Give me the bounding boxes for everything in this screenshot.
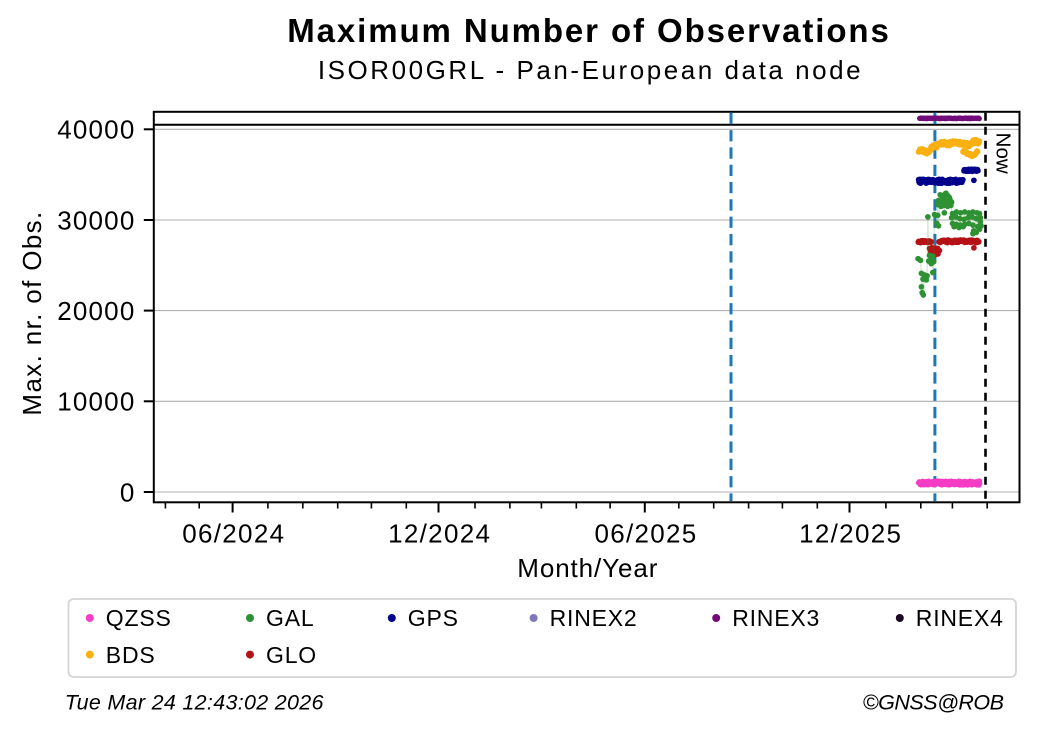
svg-text:30000: 30000 xyxy=(57,205,135,235)
svg-text:GLO: GLO xyxy=(266,642,317,668)
svg-text:Max. nr. of Obs.: Max. nr. of Obs. xyxy=(17,210,47,415)
svg-text:06/2025: 06/2025 xyxy=(594,519,697,549)
svg-text:10000: 10000 xyxy=(57,387,135,417)
svg-text:12/2024: 12/2024 xyxy=(388,519,491,549)
svg-text:RINEX2: RINEX2 xyxy=(550,605,638,631)
svg-text:RINEX3: RINEX3 xyxy=(732,605,820,631)
svg-text:Now: Now xyxy=(991,133,1014,174)
svg-text:Maximum Number of Observations: Maximum Number of Observations xyxy=(287,12,890,49)
svg-text:GPS: GPS xyxy=(408,605,459,631)
svg-text:0: 0 xyxy=(120,477,136,507)
svg-text:Tue Mar 24 12:43:02 2026: Tue Mar 24 12:43:02 2026 xyxy=(65,690,324,714)
svg-text:RINEX4: RINEX4 xyxy=(916,605,1004,631)
svg-text:Month/Year: Month/Year xyxy=(517,553,658,583)
svg-text:40000: 40000 xyxy=(57,115,135,145)
svg-text:06/2024: 06/2024 xyxy=(182,519,285,549)
svg-text:QZSS: QZSS xyxy=(106,605,172,631)
svg-text:BDS: BDS xyxy=(106,642,156,668)
svg-text:ISOR00GRL - Pan-European data: ISOR00GRL - Pan-European data node xyxy=(318,55,863,85)
svg-text:12/2025: 12/2025 xyxy=(799,519,902,549)
svg-text:20000: 20000 xyxy=(57,296,135,326)
svg-text:GAL: GAL xyxy=(266,605,314,631)
svg-text:©GNSS@ROB: ©GNSS@ROB xyxy=(863,690,1004,714)
